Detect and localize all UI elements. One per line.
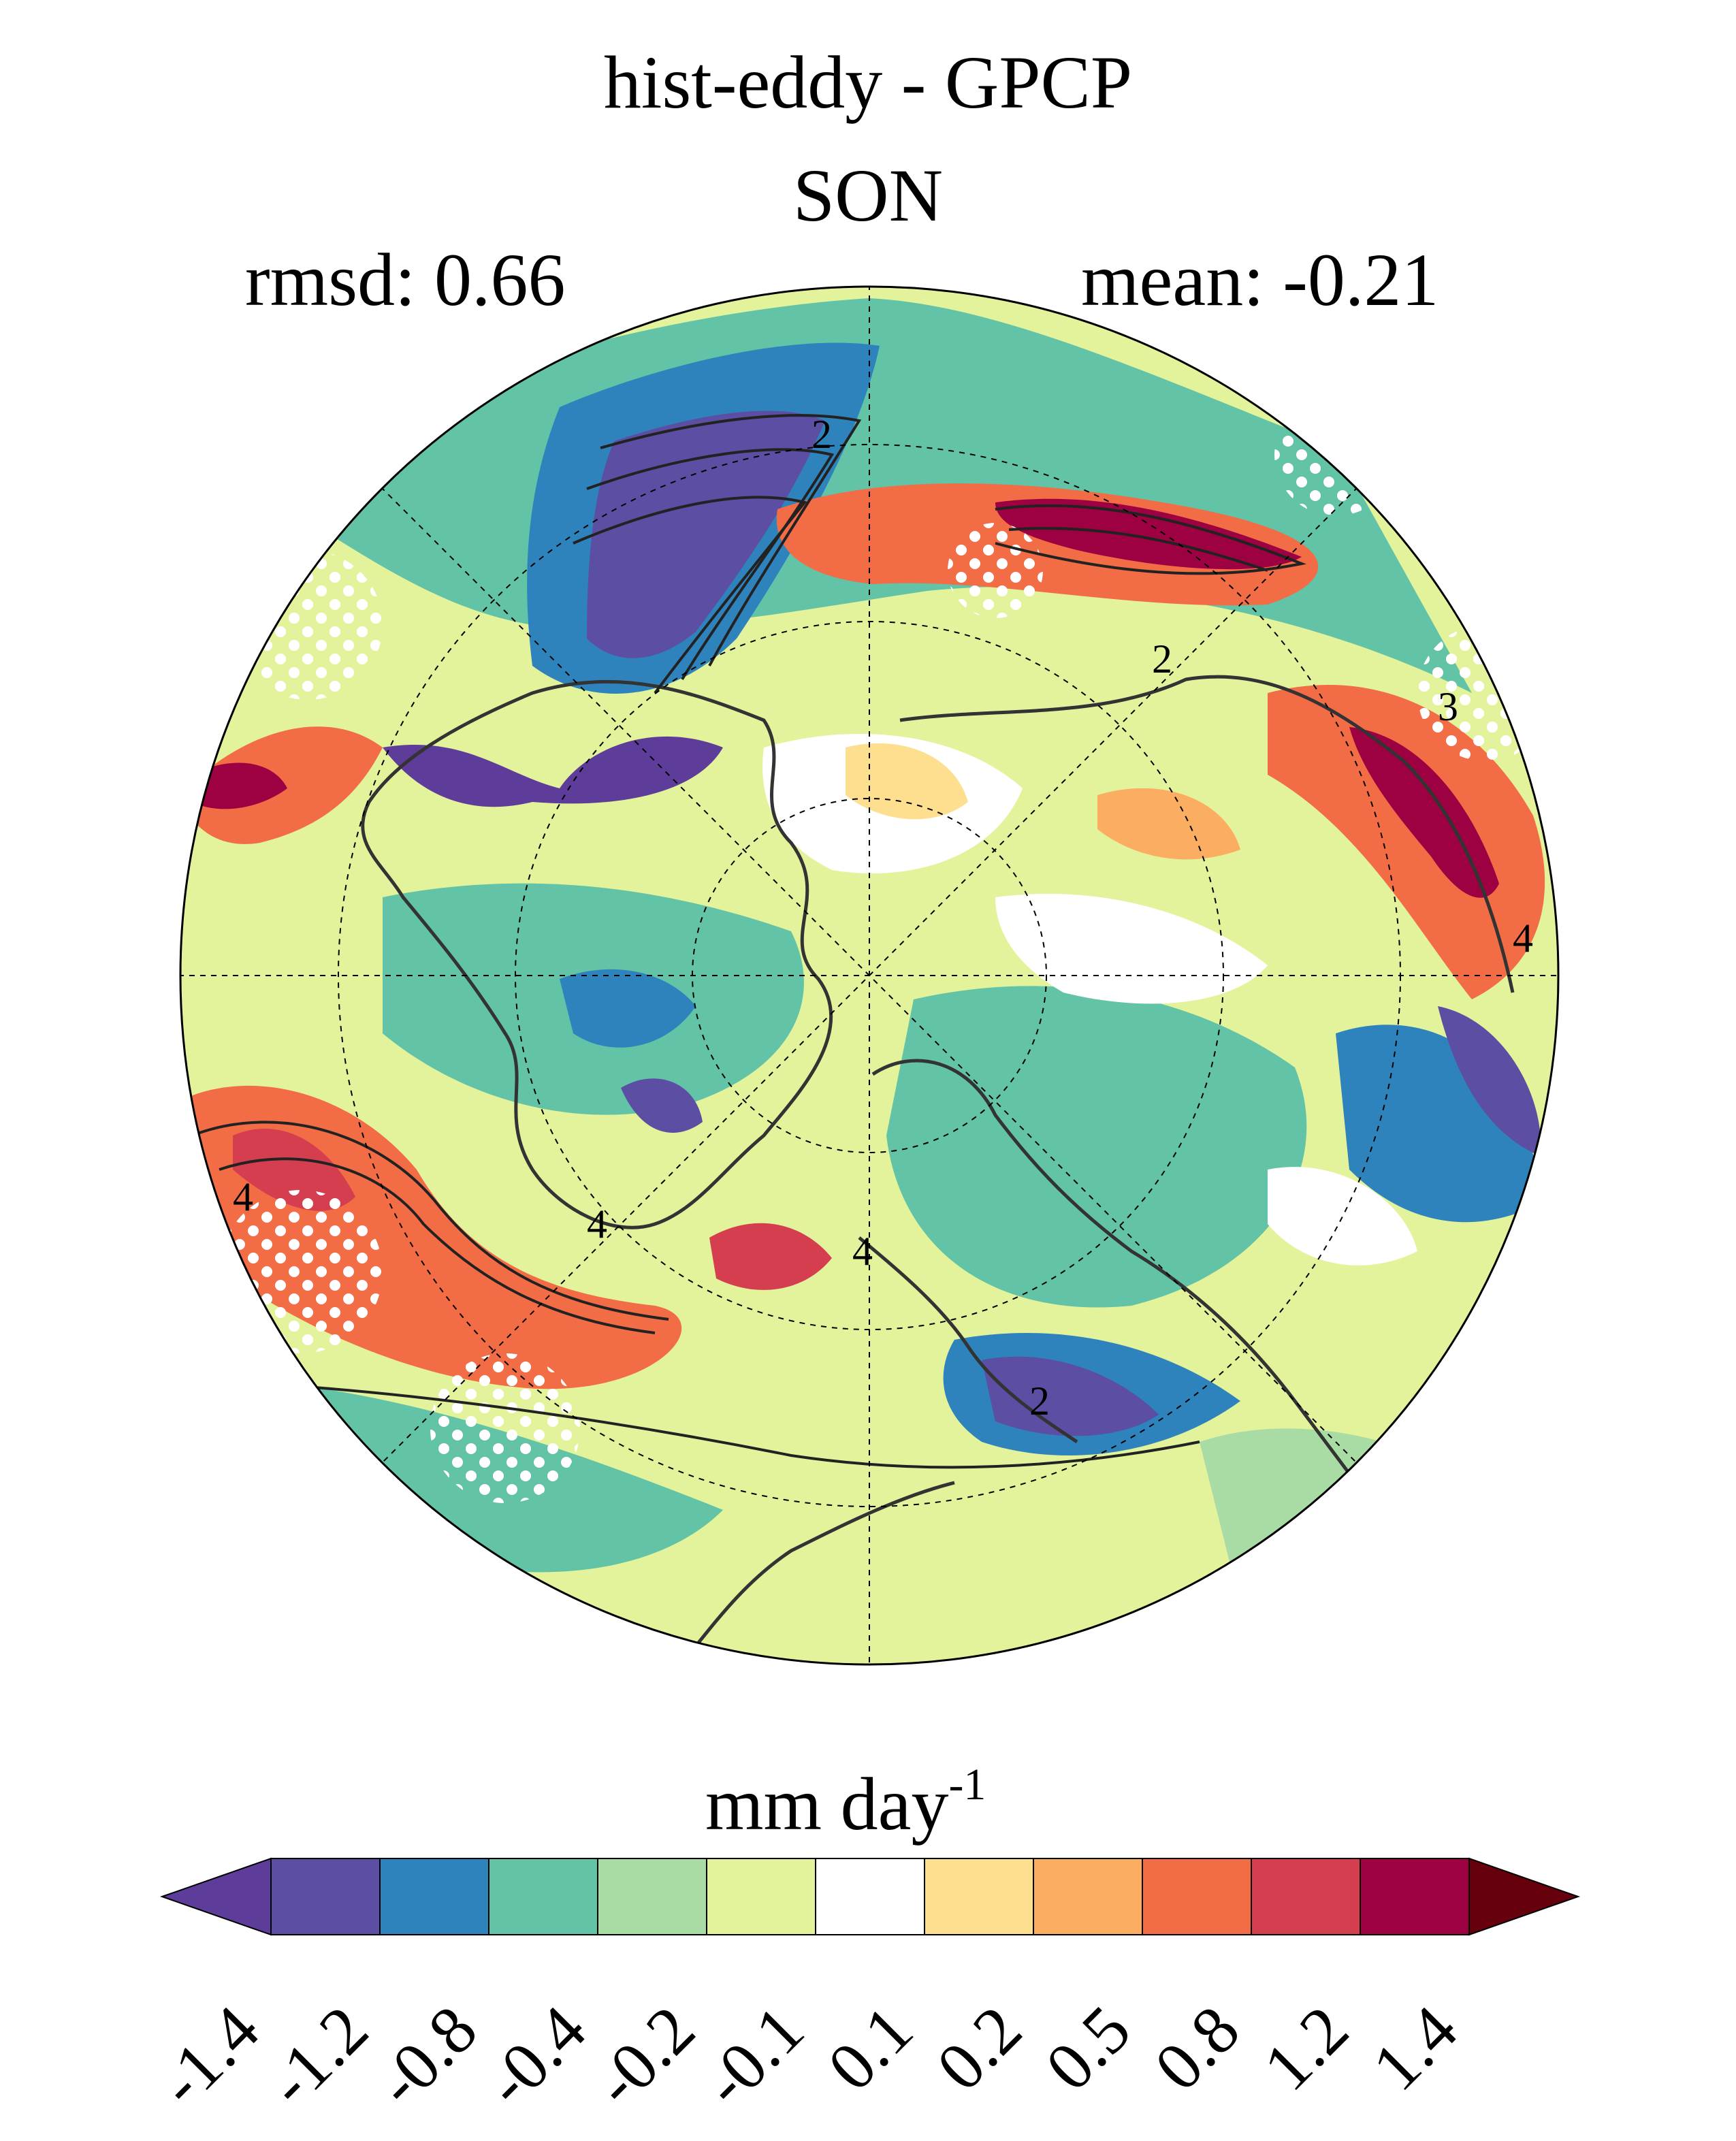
colorbar-tick-label: 0.5 [1031,1991,1145,2105]
colorbar-tick-label: 0.8 [1140,1991,1254,2105]
colorbar [159,1857,1581,1936]
colorbar-tick-label: 1.4 [1357,1991,1472,2105]
rmsd-label: rmsd: 0.66 [245,238,566,321]
contour-label: 4 [233,1174,253,1219]
colorbar-cell [1033,1858,1143,1935]
colorbar-tick-label: 0.1 [813,1991,927,2105]
colorbar-cell [270,1858,381,1935]
colorbar-extend-max [1468,1857,1581,1936]
colorbar-cell [1360,1858,1470,1935]
colorbar-cell [706,1858,816,1935]
contour-label: 2 [811,412,832,457]
colorbar-tick-label: -0.1 [688,1991,818,2121]
colorbar-cell [488,1858,598,1935]
contour-label-group: 2 2 3 4 4 4 4 2 [233,412,1533,1423]
colorbar-tick-label: -0.4 [470,1991,600,2121]
colorbar-cell [1142,1858,1252,1935]
graticule [180,287,1558,1664]
contour-label: 2 [1029,1379,1050,1423]
chart-title: hist-eddy - GPCP [603,41,1133,124]
colorbar-cell [1251,1858,1361,1935]
colorbar-cell [597,1858,707,1935]
contour-label: 4 [852,1229,873,1274]
coastlines [361,675,1515,1647]
season-label: SON [792,154,944,237]
contour-label: 4 [1513,916,1533,961]
contour-label: 3 [1438,684,1458,729]
colorbar-tick-label: -0.8 [361,1991,492,2121]
units-main: mm day [705,1762,949,1846]
polar-map: 2 2 3 4 4 4 4 2 [179,285,1560,1666]
colorbar-cell [815,1858,925,1935]
contour-label: 4 [587,1202,607,1246]
climatology-contours [191,414,1306,1469]
colorbar-tick-label: 1.2 [1249,1991,1363,2105]
colorbar-tick-label: 0.2 [922,1991,1036,2105]
units-superscript: -1 [948,1760,986,1809]
contour-label: 2 [1152,637,1172,681]
colorbar-tick-label: -1.2 [253,1991,383,2121]
colorbar-tick-label: -0.2 [579,1991,709,2121]
colorbar-extend-min [159,1857,272,1936]
colorbar-units: mm day-1 [705,1762,986,1842]
colorbar-cell [924,1858,1034,1935]
colorbar-cell [379,1858,489,1935]
mean-label: mean: -0.21 [1081,238,1439,321]
map-boundary [179,285,1560,1666]
colorbar-tick-label: -1.4 [144,1991,274,2121]
